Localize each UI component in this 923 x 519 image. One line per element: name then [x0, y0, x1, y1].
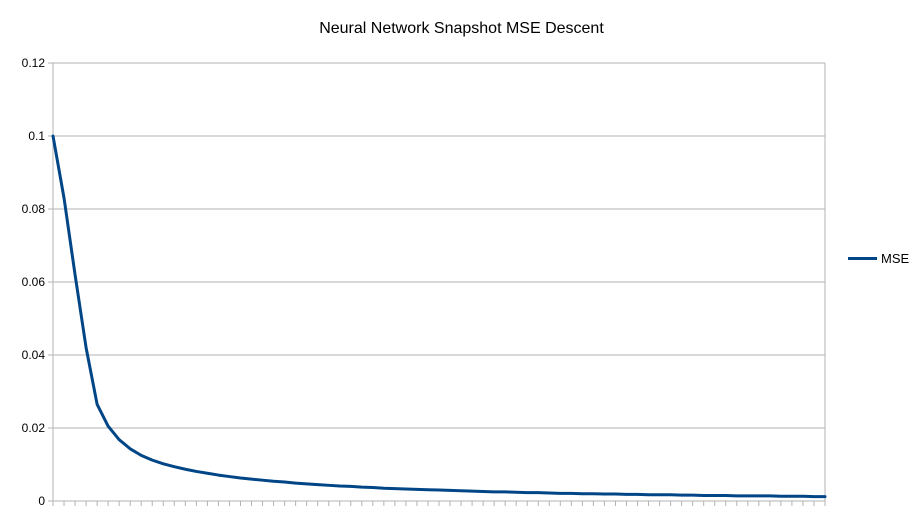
y-tick-label: 0.12 — [22, 56, 46, 70]
chart-title: Neural Network Snapshot MSE Descent — [319, 20, 604, 37]
series-line-mse — [51, 134, 827, 499]
legend-label-mse: MSE — [881, 251, 910, 266]
y-tick-labels: 0 0.02 0.04 0.06 0.08 0.1 0.12 — [22, 56, 46, 508]
x-tick-marks — [52, 501, 826, 506]
legend-swatch-mse — [848, 257, 877, 260]
y-tick-label: 0 — [38, 494, 45, 508]
y-tick-label: 0.02 — [22, 421, 46, 435]
y-tick-label: 0.08 — [22, 202, 46, 216]
series-lines — [51, 134, 827, 499]
y-tick-label: 0.1 — [28, 129, 45, 143]
legend: MSE — [848, 251, 909, 266]
y-tick-label: 0.06 — [22, 275, 46, 289]
grid-lines — [53, 62, 825, 429]
y-tick-label: 0.04 — [22, 348, 46, 362]
